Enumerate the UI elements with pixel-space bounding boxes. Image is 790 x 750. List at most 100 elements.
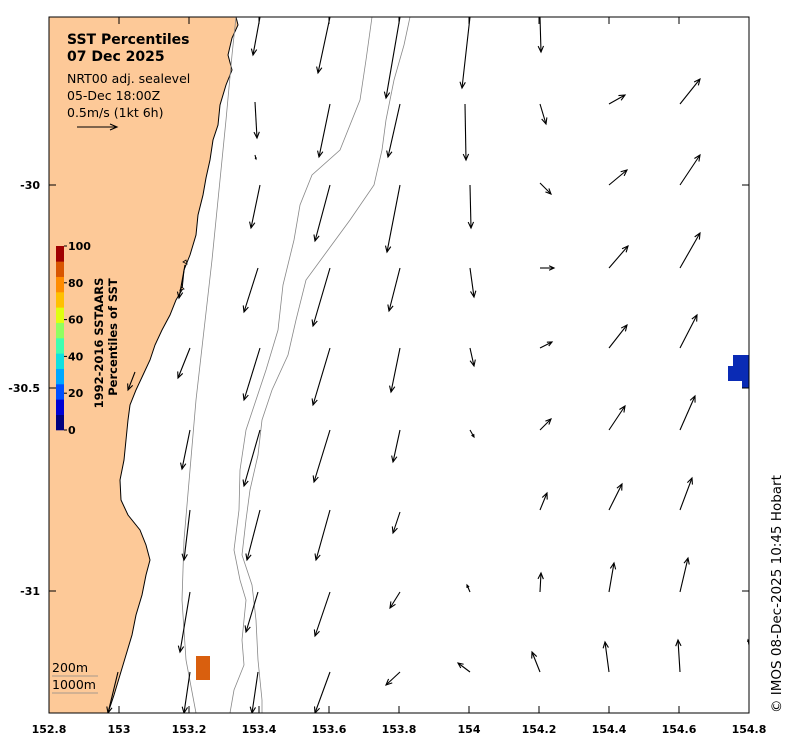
current-vectors [106,17,749,713]
current-arrow [539,418,552,431]
sst-pixel-cold [728,355,749,388]
colorbar-segment [56,384,64,400]
valid-time: 05-Dec 18:00Z [67,88,160,103]
current-arrow [312,429,331,484]
colorbar [56,246,64,431]
current-arrow [316,17,331,75]
current-arrow [387,267,401,313]
current-arrow [383,17,401,100]
current-arrow [253,101,260,140]
current-arrow [608,561,617,593]
current-arrow [242,267,259,314]
current-arrow [456,662,471,673]
current-arrow [177,591,191,654]
current-arrow [180,429,191,471]
x-tick-label: 153.6 [312,723,347,736]
current-arrow [314,509,331,562]
current-arrow [608,244,629,269]
x-tick-label: 154.6 [662,723,697,736]
vector-scale-arrow [77,123,119,131]
current-arrow [539,182,552,195]
y-tick-label: -30.5 [8,382,40,395]
current-arrow [531,650,541,673]
y-tick-label: -31 [20,585,40,598]
current-arrow [459,17,471,90]
x-tick-label: 154.4 [592,723,627,736]
current-arrow [181,671,191,713]
current-arrow [245,509,261,562]
x-axis: 152.8 153 153.2 153.4 153.6 153.8 154 154.2 154.… [32,17,766,736]
current-arrow [679,231,701,269]
current-arrow [254,154,257,161]
x-tick-label: 153.8 [382,723,417,736]
current-arrow [539,341,554,349]
current-arrow [537,571,544,593]
current-arrow [679,394,696,431]
current-arrow [389,347,401,394]
current-arrow [608,169,629,186]
colorbar-segment [56,353,64,369]
current-arrow [317,103,331,159]
current-arrow [127,371,136,392]
colorbar-tick-label: 20 [68,387,84,400]
map-title: SST Percentiles [67,32,190,48]
colorbar-segment [56,246,64,262]
model-label: NRT00 adj. sealevel [67,71,190,86]
current-arrow [466,583,471,593]
current-arrow [537,17,545,54]
current-arrow [386,103,401,159]
current-arrow [242,429,261,488]
current-arrow [679,77,701,105]
x-tick-label: 152.8 [32,723,67,736]
isobath-1000m [241,17,411,713]
current-arrow [679,153,701,186]
current-arrow [389,591,401,610]
current-arrow [249,184,261,230]
current-arrow [679,313,698,349]
current-arrow [242,347,261,402]
current-arrow [539,491,548,511]
depth-legend-200m: 200m [52,660,88,675]
isobath-inner [181,17,237,713]
y-tick-label: -30 [20,179,40,192]
sst-pixel-warm [196,656,210,680]
current-arrow [469,267,477,299]
current-arrow [177,347,191,380]
colorbar-tick-labels: 100 80 60 40 20 0 [64,240,91,437]
current-arrow [249,671,259,713]
colorbar-segment [56,292,64,308]
map-date: 07 Dec 2025 [67,49,165,65]
current-arrow [467,184,475,230]
colorbar-segment [56,368,64,385]
colorbar-segment [56,322,64,339]
current-arrow [675,638,682,673]
current-arrow [469,347,476,368]
colorbar-subtitle: Percentiles of SST [106,278,120,396]
current-arrow [462,103,470,162]
current-arrow [244,591,259,634]
current-arrow [176,264,186,300]
current-arrow [608,482,623,511]
y-axis: -30 -30.5 -31 [8,179,749,598]
current-arrow [608,94,627,105]
land-coastline [49,17,239,713]
current-arrow [384,184,401,254]
current-arrow [608,404,626,431]
current-arrow [391,429,401,464]
current-arrow [539,103,548,126]
colorbar-segment [56,261,64,277]
x-tick-label: 154.2 [522,723,557,736]
x-tick-label: 153.2 [172,723,207,736]
colorbar-tick-label: 60 [68,314,84,327]
island [182,259,188,265]
colorbar-segment [56,399,64,415]
colorbar-segment [56,276,64,293]
current-arrow [679,476,693,511]
colorbar-title: 1992-2016 SSTAARS [92,278,106,409]
x-tick-label: 153 [108,723,131,736]
current-arrow [181,509,191,562]
credit-text: © IMOS 08-Dec-2025 10:45 Hobart [769,475,785,713]
colorbar-tick-label: 100 [68,240,91,253]
colorbar-segment [56,338,64,354]
